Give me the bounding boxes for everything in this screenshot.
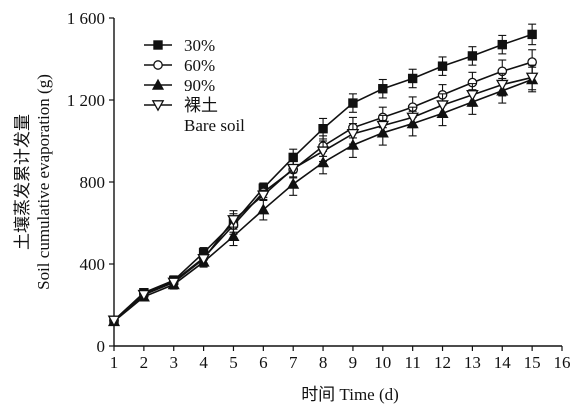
marker-down-triangle <box>376 120 390 133</box>
marker-down-triangle <box>406 112 419 124</box>
marker-down-triangle <box>466 90 479 102</box>
marker-triangle <box>151 78 165 90</box>
y-tick-label: 1 600 <box>67 9 105 28</box>
x-tick-label: 3 <box>169 353 178 372</box>
x-tick-label: 13 <box>464 353 481 372</box>
y-axis-label-cn: 土壤蒸发累计发量 <box>12 114 32 250</box>
y-axis-label-en: Soil cumulative evaporation (g) <box>34 74 53 290</box>
legend-label-line2: Bare soil <box>184 116 245 135</box>
legend-label: 90% <box>184 76 215 95</box>
legend-label: 60% <box>184 56 215 75</box>
x-axis-label: 时间 Time (d) <box>301 385 399 404</box>
x-tick-label: 15 <box>524 353 541 372</box>
marker-square <box>527 29 537 40</box>
marker-square <box>348 98 358 108</box>
y-tick-label: 0 <box>97 337 106 356</box>
marker-down-triangle <box>167 277 181 289</box>
x-tick-label: 16 <box>554 353 571 372</box>
marker-down-triangle <box>316 146 330 158</box>
marker-down-triangle <box>151 100 165 112</box>
marker-square <box>378 84 388 94</box>
axes <box>113 18 562 347</box>
x-tick-label: 7 <box>289 353 298 372</box>
x-tick-label: 4 <box>199 353 208 372</box>
legend-entry: 60% <box>144 56 215 75</box>
marker-down-triangle <box>286 163 300 176</box>
marker-triangle <box>227 230 240 242</box>
marker-down-triangle <box>257 190 270 202</box>
marker-down-triangle <box>227 215 240 227</box>
x-tick-label: 1 <box>110 353 119 372</box>
x-tick-label: 12 <box>434 353 451 372</box>
marker-square <box>467 51 478 61</box>
legend-entry: 90% <box>144 76 215 95</box>
marker-down-triangle <box>137 289 151 302</box>
x-tick-label: 5 <box>229 353 238 372</box>
marker-down-triangle <box>197 254 210 266</box>
marker-down-triangle <box>346 128 360 141</box>
marker-square <box>437 61 448 71</box>
marker-triangle <box>287 177 300 189</box>
y-tick-label: 400 <box>80 255 106 274</box>
x-tick-label: 11 <box>404 353 420 372</box>
legend-entry: 30% <box>144 36 215 55</box>
marker-square <box>497 39 507 50</box>
marker-down-triangle <box>495 79 509 92</box>
marker-down-triangle <box>107 315 121 327</box>
marker-square <box>407 73 418 84</box>
x-tick-label: 8 <box>319 353 328 372</box>
marker-triangle <box>257 203 270 215</box>
y-tick-label: 1 200 <box>67 91 105 110</box>
marker-square <box>153 40 163 50</box>
marker-square <box>318 124 328 134</box>
legend-label: 裸土 <box>184 96 218 115</box>
y-tick-label: 800 <box>80 173 106 192</box>
x-tick-label: 14 <box>494 353 512 372</box>
series <box>107 23 539 327</box>
x-tick-label: 6 <box>259 353 268 372</box>
series-4 <box>107 64 539 327</box>
marker-down-triangle <box>436 100 449 112</box>
legend-label: 30% <box>184 36 215 55</box>
x-tick-label: 2 <box>140 353 149 372</box>
x-tick-label: 9 <box>349 353 358 372</box>
x-tick-label: 10 <box>374 353 391 372</box>
marker-circle <box>153 60 163 70</box>
marker-down-triangle <box>525 72 539 84</box>
